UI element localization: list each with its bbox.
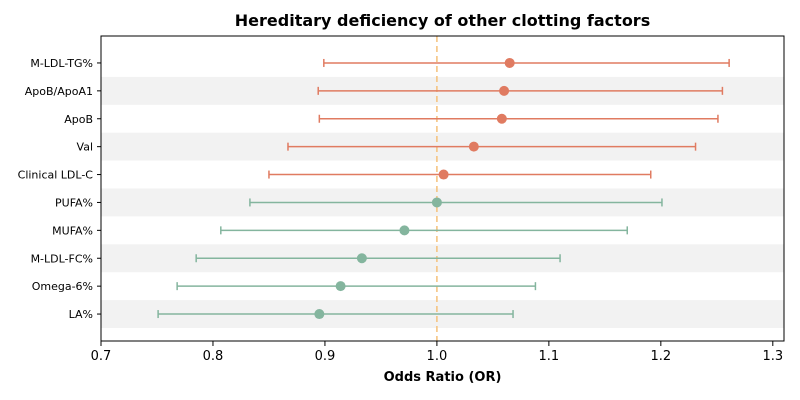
y-tick-label: PUFA% [55,196,93,209]
or-point [431,197,442,208]
x-tick-label: 0.7 [91,349,112,364]
y-tick-label: Omega-6% [32,280,93,293]
or-point [335,281,346,292]
or-point [314,309,325,320]
plot-frame [100,35,785,342]
y-tick-label: Clinical LDL-C [18,169,94,182]
x-tick-label: 0.8 [203,349,224,364]
y-tick-labels: M-LDL-TG% ApoB/ApoA1 ApoB Val Clinical LDL-C… [18,57,101,321]
x-tick-label: 1.3 [762,349,783,364]
or-point [496,113,507,124]
x-tick-label: 1.2 [650,349,671,364]
or-point [468,141,479,152]
or-point [438,169,449,180]
chart-title: Hereditary deficiency of other clotting … [235,11,650,30]
or-point [504,57,515,68]
y-tick-label: MUFA% [52,224,93,237]
x-tick-label: 1.0 [427,349,448,364]
y-tick-label: M-LDL-FC% [31,252,93,265]
or-point [399,225,410,236]
x-tick-label: 0.9 [315,349,336,364]
or-point [356,253,367,264]
x-tick-label: 1.1 [539,349,560,364]
data-rows [157,57,730,320]
y-tick-label: LA% [69,308,93,321]
or-point [499,85,510,96]
y-tick-label: ApoB [64,113,93,126]
x-axis-ticks: 0.7 0.8 0.9 1.0 1.1 1.2 1.3 [91,341,783,364]
y-tick-label: ApoB/ApoA1 [25,85,93,98]
x-axis-label: Odds Ratio (OR) [384,370,502,385]
y-tick-label: Val [77,141,93,154]
y-tick-label: M-LDL-TG% [30,57,93,70]
